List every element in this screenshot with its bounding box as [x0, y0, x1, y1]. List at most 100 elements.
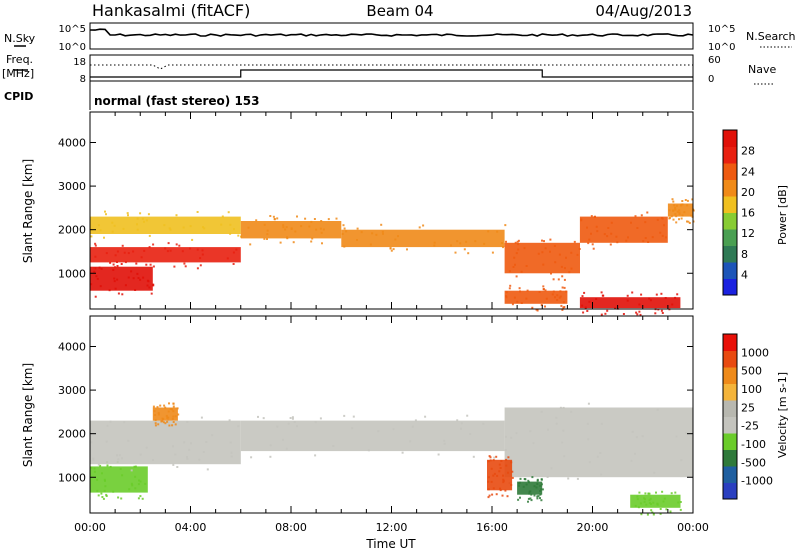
- heatmap-speckle: [97, 463, 100, 466]
- heatmap-speckle: [152, 243, 155, 246]
- heatmap-speckle: [289, 417, 292, 419]
- heatmap-speckle: [488, 455, 491, 458]
- colorbar-cell: [723, 350, 737, 368]
- heatmap-speckle: [596, 230, 599, 233]
- heatmap-speckle: [603, 233, 606, 236]
- heatmap-speckle: [112, 269, 115, 271]
- heatmap-speckle: [638, 310, 641, 313]
- heatmap-speckle: [513, 296, 516, 299]
- colorbar-tick-label: -100: [741, 438, 766, 451]
- heatmap-speckle: [104, 479, 106, 482]
- heatmap-speckle: [528, 492, 531, 495]
- heatmap-speckle: [520, 270, 523, 273]
- colorbar-cell: [723, 130, 737, 147]
- colorbar-tick-label: -25: [741, 420, 759, 433]
- heatmap-speckle: [232, 251, 235, 254]
- heatmap-speckle: [308, 225, 311, 228]
- heatmap-band: [341, 229, 505, 248]
- heatmap-speckle: [148, 286, 151, 289]
- heatmap-speckle: [626, 299, 629, 302]
- heatmap-band: [504, 242, 580, 274]
- heatmap-speckle: [661, 490, 664, 493]
- heatmap-speckle: [656, 503, 659, 506]
- heatmap-speckle: [491, 493, 494, 496]
- heatmap-speckle: [272, 215, 275, 218]
- heatmap-speckle: [505, 240, 507, 243]
- heatmap-speckle: [529, 430, 532, 433]
- heatmap-speckle: [651, 511, 654, 514]
- heatmap-speckle: [487, 496, 490, 499]
- heatmap-speckle: [124, 284, 127, 287]
- heatmap-speckle: [287, 422, 290, 425]
- heatmap-speckle: [411, 425, 414, 428]
- heatmap-speckle: [116, 265, 119, 267]
- heatmap-band: [504, 407, 693, 478]
- colorbar-tick-label: 12: [741, 227, 755, 240]
- heatmap-speckle: [467, 252, 470, 255]
- heatmap-speckle: [482, 422, 485, 425]
- heatmap-speckle: [114, 254, 117, 257]
- heatmap-speckle: [137, 497, 140, 500]
- heatmap-speckle: [626, 294, 629, 297]
- heatmap-speckle: [648, 499, 651, 502]
- heatmap-speckle: [609, 243, 612, 246]
- heatmap-speckle: [122, 227, 125, 230]
- power-colorbar: 4 8 12 16 20 24 28: [722, 129, 755, 296]
- heatmap-speckle: [117, 458, 120, 461]
- heatmap-speckle: [113, 277, 116, 280]
- heatmap-speckle: [525, 265, 528, 267]
- heatmap-speckle: [650, 503, 652, 505]
- heatmap-speckle: [565, 256, 567, 259]
- heatmap-speckle: [586, 422, 589, 425]
- heatmap-speckle: [397, 235, 399, 238]
- heatmap-speckle: [638, 491, 641, 494]
- heatmap-speckle: [186, 456, 188, 458]
- heatmap-speckle: [156, 406, 159, 409]
- heatmap-speckle: [487, 230, 490, 233]
- heatmap-speckle: [221, 215, 224, 218]
- heatmap-speckle: [582, 311, 585, 314]
- heatmap-speckle: [356, 239, 358, 241]
- nave-tick-high: 60: [708, 55, 721, 66]
- heatmap-speckle: [490, 480, 493, 483]
- heatmap-speckle: [304, 217, 307, 220]
- heatmap-speckle: [562, 429, 565, 432]
- heatmap-speckle: [227, 211, 230, 214]
- heatmap-speckle: [95, 275, 98, 278]
- heatmap-speckle: [356, 227, 359, 230]
- heatmap-speckle: [630, 221, 632, 224]
- heatmap-speckle: [108, 289, 111, 292]
- heatmap-speckle: [607, 227, 610, 229]
- heatmap-speckle: [153, 410, 156, 413]
- heatmap-speckle: [587, 402, 590, 405]
- heatmap-speckle: [644, 498, 646, 501]
- date-title: 04/Aug/2013: [595, 2, 692, 20]
- x-tick-label: 00:00: [677, 521, 709, 534]
- beam-title: Beam 04: [366, 2, 433, 20]
- heatmap-speckle: [499, 467, 502, 469]
- heatmap-speckle: [678, 209, 681, 212]
- heatmap-speckle: [511, 303, 514, 306]
- heatmap-speckle: [154, 414, 157, 416]
- heatmap-speckle: [625, 239, 628, 242]
- heatmap-speckle: [544, 305, 546, 308]
- heatmap-speckle: [472, 455, 475, 458]
- heatmap-speckle: [97, 494, 100, 497]
- heatmap-speckle: [145, 446, 148, 449]
- heatmap-speckle: [157, 413, 160, 416]
- heatmap-speckle: [237, 234, 240, 237]
- heatmap-speckle: [561, 286, 564, 289]
- y-tick-label: 2000: [58, 428, 86, 441]
- heatmap-speckle: [146, 284, 149, 287]
- heatmap-speckle: [599, 452, 602, 454]
- heatmap-speckle: [513, 256, 516, 259]
- heatmap-speckle: [563, 278, 566, 281]
- heatmap-speckle: [152, 284, 155, 287]
- heatmap-speckle: [552, 278, 555, 281]
- heatmap-speckle: [139, 480, 142, 483]
- heatmap-speckle: [96, 478, 99, 481]
- heatmap-speckle: [523, 478, 526, 480]
- heatmap-speckle: [310, 220, 313, 223]
- heatmap-speckle: [418, 226, 421, 229]
- heatmap-speckle: [282, 224, 285, 227]
